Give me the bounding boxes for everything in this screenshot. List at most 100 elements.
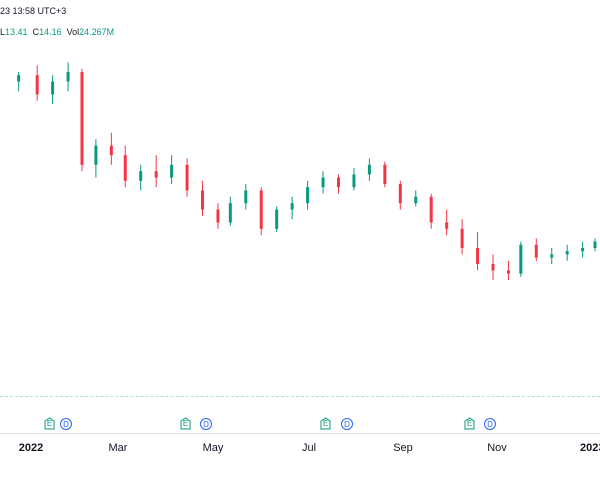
candle xyxy=(80,68,84,172)
candle-body xyxy=(593,241,597,248)
volume-value: 24.267M xyxy=(79,27,115,37)
ohlc-readout: L13.41 C14.16 Vol24.267M xyxy=(0,27,114,37)
candle-body xyxy=(445,222,449,229)
candle-body xyxy=(581,248,585,252)
candle-body xyxy=(321,177,325,188)
x-axis-label-jul: Jul xyxy=(301,442,317,454)
candle xyxy=(534,238,538,261)
candle xyxy=(367,158,371,181)
candle-body xyxy=(170,164,174,178)
timestamp-text: 23 13:58 UTC+3 xyxy=(0,6,67,16)
ohlc-low-value: 13.41 xyxy=(5,27,28,37)
candle xyxy=(228,196,232,226)
candle-body xyxy=(139,171,143,181)
candle xyxy=(17,72,21,92)
candle-body xyxy=(35,75,39,95)
candle xyxy=(398,180,402,210)
candle xyxy=(275,206,279,232)
candle xyxy=(94,139,98,178)
candle-body xyxy=(201,190,205,210)
candle-body xyxy=(185,164,189,191)
candle xyxy=(445,209,449,236)
earnings-event-icon[interactable]: E xyxy=(320,417,331,430)
x-axis-label-2023: 2023 xyxy=(580,442,600,454)
candle-body xyxy=(94,145,98,165)
earnings-event-icon[interactable]: E xyxy=(464,417,475,430)
candle xyxy=(352,168,356,191)
candle xyxy=(593,238,597,252)
earnings-event-icon[interactable]: E xyxy=(180,417,191,430)
candle xyxy=(383,161,387,188)
candle xyxy=(565,244,569,261)
candle-body xyxy=(414,196,418,204)
candle xyxy=(170,155,174,184)
candle xyxy=(550,248,554,264)
candle-body xyxy=(51,81,55,95)
candle-body xyxy=(506,270,510,274)
x-axis-label-may: May xyxy=(202,442,224,454)
candle xyxy=(216,203,220,229)
volume-key: Vol xyxy=(66,27,80,37)
dividend-event-icon[interactable]: D xyxy=(200,418,212,430)
candle-body xyxy=(460,228,464,248)
x-axis-line xyxy=(0,433,600,434)
candle xyxy=(429,193,433,229)
candle-body xyxy=(519,244,523,274)
x-axis-label-2022: 2022 xyxy=(18,442,44,454)
candle xyxy=(35,65,39,101)
candle-body xyxy=(491,264,495,271)
events-separator-line xyxy=(0,396,600,397)
candle xyxy=(290,196,294,220)
earnings-event-icon[interactable]: E xyxy=(44,417,55,430)
candle xyxy=(460,219,464,255)
candle xyxy=(154,155,158,188)
candle xyxy=(476,232,480,271)
candle-body xyxy=(66,72,70,82)
dividend-event-icon[interactable]: D xyxy=(60,418,72,430)
candle xyxy=(139,164,143,191)
timestamp-readout: 23 13:58 UTC+3 xyxy=(0,6,66,16)
candle xyxy=(414,190,418,207)
candle-body xyxy=(17,75,21,82)
candle xyxy=(491,254,495,280)
candle xyxy=(123,145,127,188)
candle xyxy=(519,241,523,277)
candle-body xyxy=(398,184,402,204)
candle-body xyxy=(259,190,263,229)
candle xyxy=(201,180,205,216)
candle xyxy=(244,184,248,210)
dividend-event-icon[interactable]: D xyxy=(341,418,353,430)
candle-body xyxy=(123,155,127,181)
ohlc-low-key: L xyxy=(0,27,6,37)
candle-body xyxy=(154,171,158,178)
candle xyxy=(66,62,70,92)
candle-body xyxy=(80,72,84,165)
candle xyxy=(185,158,189,197)
candle-body xyxy=(244,190,248,204)
candle xyxy=(259,187,263,236)
candle-body xyxy=(352,174,356,188)
x-axis-label-sep: Sep xyxy=(393,442,413,454)
candle-body xyxy=(383,164,387,184)
candle-body xyxy=(216,209,220,223)
candle-body xyxy=(275,209,279,229)
candle xyxy=(306,180,310,210)
candle-body xyxy=(109,145,113,156)
candle-body xyxy=(565,251,569,255)
candle-body xyxy=(534,244,538,258)
dividend-event-icon[interactable]: D xyxy=(484,418,496,430)
candle xyxy=(581,241,585,258)
candle xyxy=(336,174,340,194)
x-axis-label-nov: Nov xyxy=(487,442,507,454)
candle-body xyxy=(290,203,294,210)
ohlc-close-key: C xyxy=(32,27,40,37)
candle xyxy=(321,171,325,194)
candle xyxy=(51,75,55,104)
candle-body xyxy=(550,254,554,258)
candle-body xyxy=(336,177,340,188)
candle-body xyxy=(429,196,433,223)
ohlc-close-value: 14.16 xyxy=(39,27,62,37)
candle xyxy=(109,132,113,165)
candle-body xyxy=(228,203,232,223)
